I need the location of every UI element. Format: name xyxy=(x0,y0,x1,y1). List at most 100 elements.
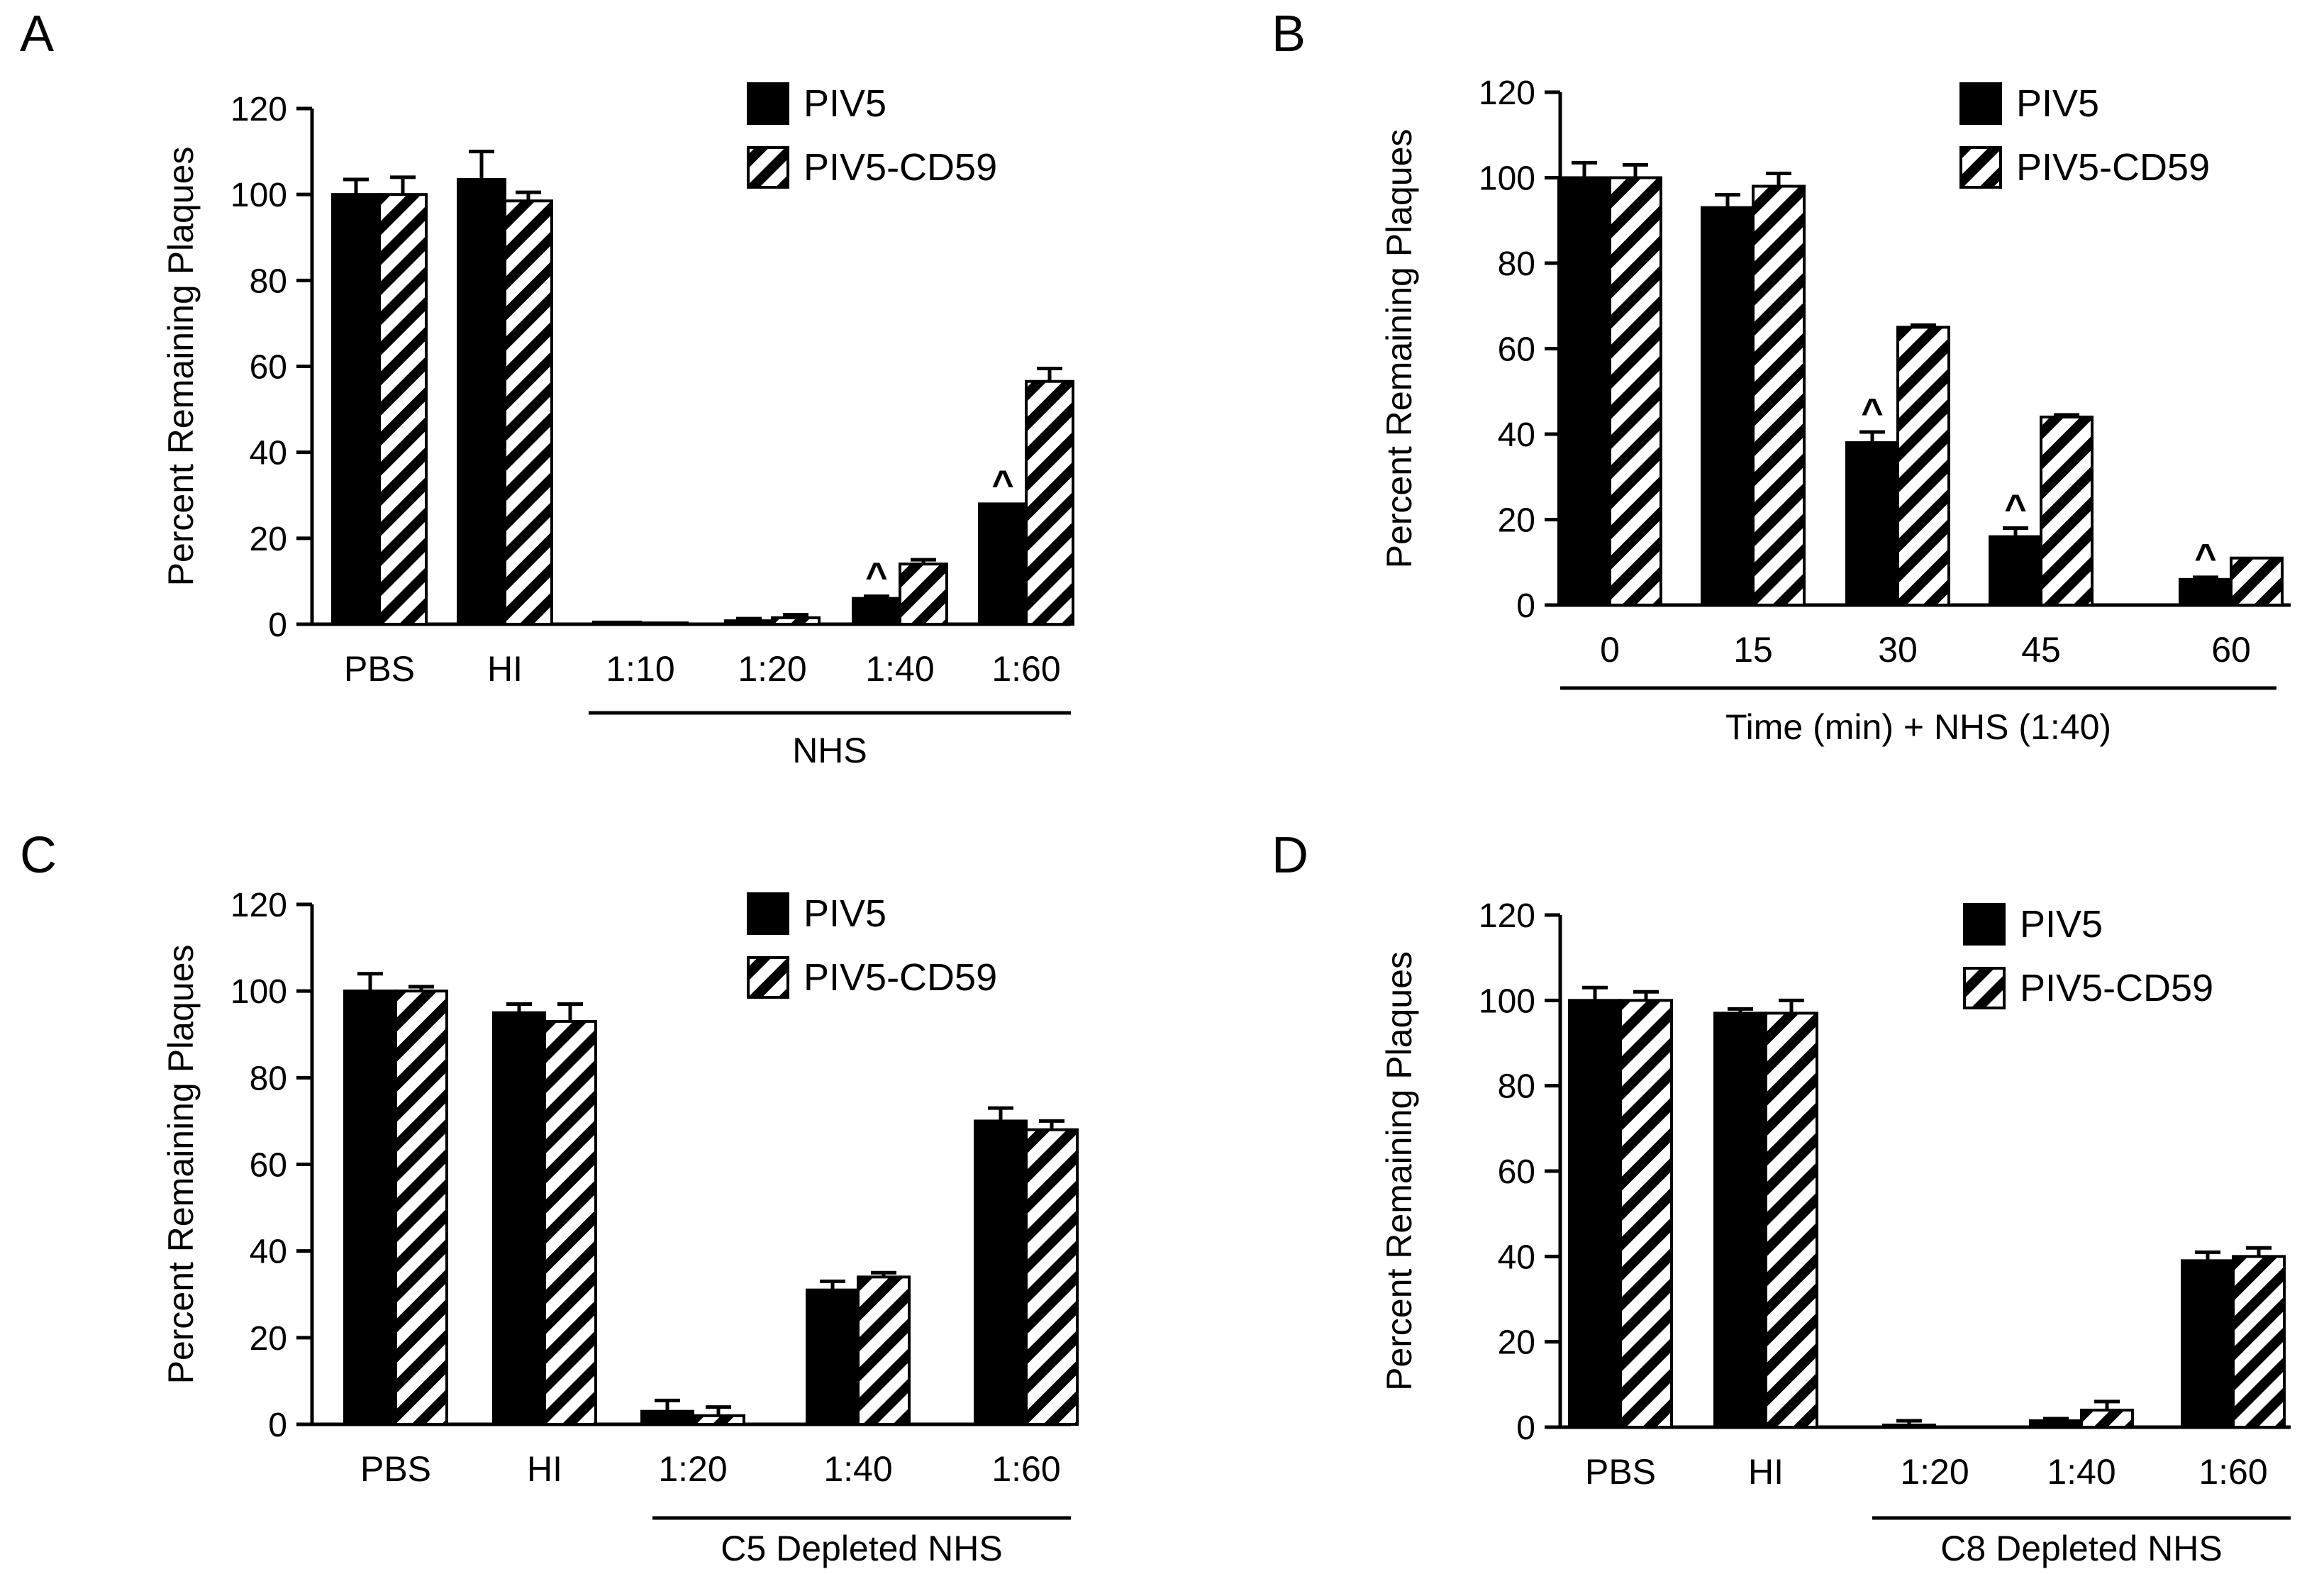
bar-piv5-cd59 xyxy=(543,1019,597,1426)
legend-label-piv5: PIV5 xyxy=(2020,903,2103,946)
x-tick-label: PBS xyxy=(1585,1452,1656,1492)
legend: PIV5 PIV5-CD59 xyxy=(747,892,997,999)
x-tick-label: PBS xyxy=(344,649,415,689)
x-tick-label: 1:60 xyxy=(991,649,1060,689)
bar-piv5-cd59 xyxy=(857,1275,911,1426)
panel-a: A 0 20 40 60 80 100 120 Percent Remaining Plaque… xyxy=(20,6,1074,770)
x-tick-label: 1:40 xyxy=(865,649,934,689)
legend-swatch-piv5 xyxy=(747,82,789,125)
y-tick-label: 80 xyxy=(1498,245,1535,283)
bar-piv5-cd59 xyxy=(1608,176,1662,606)
bar-piv5-cd59 xyxy=(2230,556,2284,606)
y-tick-label: 80 xyxy=(250,262,287,300)
y-tick-label: 60 xyxy=(1498,1153,1535,1191)
panel-letter: A xyxy=(20,6,54,62)
bar-piv5 xyxy=(1989,535,2042,606)
y-tick-label: 40 xyxy=(250,435,287,472)
x-tick-label: HI xyxy=(527,1449,562,1489)
y-axis-label: Percent Remaining Plaques xyxy=(1379,951,1419,1391)
x-tick-label: 1:20 xyxy=(738,649,806,689)
bar-piv5 xyxy=(1557,176,1611,606)
panel-letter: C xyxy=(20,827,57,884)
x-tick-label: 1:40 xyxy=(823,1449,892,1489)
y-tick-label: 100 xyxy=(1479,982,1535,1020)
bar-piv5 xyxy=(974,1119,1028,1426)
group-label: C8 Depleted NHS xyxy=(1940,1529,2222,1568)
y-axis-label: Percent Remaining Plaques xyxy=(1379,129,1419,569)
legend-swatch-piv5 xyxy=(747,892,789,935)
legend-label-piv5-cd59: PIV5-CD59 xyxy=(804,146,997,189)
x-tick-label: 0 xyxy=(1600,630,1620,670)
significance-mark: ^ xyxy=(1861,391,1884,433)
significance-mark: ^ xyxy=(991,462,1014,505)
x-tick-label: 15 xyxy=(1733,630,1773,670)
bar-piv5-cd59 xyxy=(691,1414,745,1426)
bar-piv5 xyxy=(2179,577,2233,606)
legend: PIV5 PIV5-CD59 xyxy=(747,82,997,189)
x-tick-label: 1:20 xyxy=(658,1449,727,1489)
bar-piv5 xyxy=(1713,1012,1767,1429)
panel-letter: B xyxy=(1272,6,1306,62)
significance-mark: ^ xyxy=(2194,536,2217,579)
x-tick-label: PBS xyxy=(360,1449,431,1489)
y-tick-label: 0 xyxy=(268,606,287,644)
y-axis-label: Percent Remaining Plaques xyxy=(161,945,201,1385)
bar-piv5 xyxy=(457,177,506,626)
bar-piv5 xyxy=(1568,999,1622,1429)
y-axis-label: Percent Remaining Plaques xyxy=(161,147,201,587)
y-tick-label: 40 xyxy=(250,1234,287,1271)
bar-piv5 xyxy=(343,990,397,1426)
bar-piv5 xyxy=(2181,1259,2235,1429)
bar-piv5 xyxy=(1701,206,1755,606)
panel-c: C 0 20 40 60 80 100 120 Percent Remaining Plaque… xyxy=(20,827,1079,1568)
y-tick-label: 0 xyxy=(1516,1409,1535,1447)
legend-swatch-piv5 xyxy=(1959,82,2002,125)
bar-piv5-cd59 xyxy=(2040,415,2094,607)
bar-piv5 xyxy=(978,502,1028,626)
y-tick-label: 100 xyxy=(230,177,287,214)
panel-d: D 0 20 40 60 80 100 120 Percent Remaining Plaque… xyxy=(1272,827,2291,1568)
y-tick-label: 60 xyxy=(250,349,287,387)
legend-label-piv5-cd59: PIV5-CD59 xyxy=(2020,967,2213,1009)
x-tick-label: 1:60 xyxy=(991,1449,1060,1489)
x-tick-label: HI xyxy=(1748,1452,1784,1492)
bar-piv5-cd59 xyxy=(1619,999,1673,1429)
x-tick-label: 45 xyxy=(2021,630,2061,670)
y-tick-label: 20 xyxy=(1498,502,1535,540)
x-tick-label: 60 xyxy=(2211,630,2251,670)
bar-piv5-cd59 xyxy=(1752,184,1806,606)
group-label: Time (min) + NHS (1:40) xyxy=(1725,707,2111,747)
legend-label-piv5: PIV5 xyxy=(804,82,886,125)
bar-piv5 xyxy=(852,597,901,626)
y-tick-label: 20 xyxy=(250,521,287,558)
bar-piv5 xyxy=(724,619,774,626)
x-tick-label: 1:10 xyxy=(606,649,674,689)
legend-swatch-piv5 xyxy=(1963,903,2006,946)
legend-label-piv5-cd59: PIV5-CD59 xyxy=(804,956,997,999)
x-tick-label: 30 xyxy=(1878,630,1918,670)
bar-piv5-cd59 xyxy=(639,621,689,626)
legend-swatch-piv5-cd59 xyxy=(1963,967,2006,1009)
bar-piv5 xyxy=(331,193,381,626)
y-tick-label: 80 xyxy=(1498,1068,1535,1106)
y-tick-label: 120 xyxy=(230,887,287,924)
panel-b: B 0 20 40 60 80 100 120 Percent Remaining Plaque… xyxy=(1272,6,2291,747)
legend-label-piv5: PIV5 xyxy=(2016,82,2099,125)
bar-piv5-cd59 xyxy=(394,990,448,1426)
group-label: C5 Depleted NHS xyxy=(721,1529,1002,1568)
y-tick-label: 0 xyxy=(1516,587,1535,625)
y-tick-label: 120 xyxy=(1479,897,1535,935)
x-tick-label: HI xyxy=(487,649,523,689)
y-tick-label: 40 xyxy=(1498,1238,1535,1276)
significance-mark: ^ xyxy=(2004,487,2027,530)
panel-letter: D xyxy=(1272,827,1308,884)
legend-label-piv5-cd59: PIV5-CD59 xyxy=(2016,146,2210,189)
group-label: NHS xyxy=(792,731,867,770)
legend-swatch-piv5-cd59 xyxy=(747,956,789,999)
bar-piv5 xyxy=(2029,1419,2083,1429)
y-tick-label: 0 xyxy=(268,1407,287,1444)
bar-piv5 xyxy=(640,1409,694,1426)
x-tick-label: 1:40 xyxy=(2047,1452,2115,1492)
x-tick-label: 1:20 xyxy=(1900,1452,1969,1492)
